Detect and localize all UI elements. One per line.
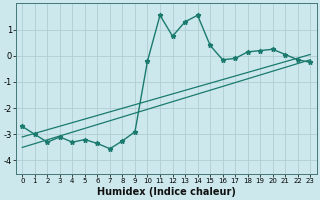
X-axis label: Humidex (Indice chaleur): Humidex (Indice chaleur) [97, 187, 236, 197]
